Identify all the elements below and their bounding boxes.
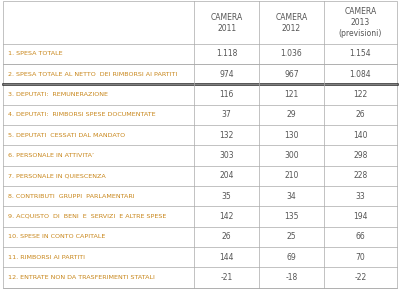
Text: 11. RIMBORSI AI PARTITI: 11. RIMBORSI AI PARTITI — [8, 255, 85, 260]
Text: 122: 122 — [353, 90, 368, 99]
Text: 1.154: 1.154 — [350, 49, 371, 58]
Text: 3. DEPUTATI:  REMUNERAZIONE: 3. DEPUTATI: REMUNERAZIONE — [8, 92, 108, 97]
Text: 194: 194 — [353, 212, 368, 221]
Text: 26: 26 — [356, 110, 365, 119]
Text: 974: 974 — [219, 70, 234, 79]
Text: 12. ENTRATE NON DA TRASFERIMENTI STATALI: 12. ENTRATE NON DA TRASFERIMENTI STATALI — [8, 275, 155, 280]
Text: 7. PERSONALE IN QUIESCENZA: 7. PERSONALE IN QUIESCENZA — [8, 173, 106, 178]
Text: 26: 26 — [222, 232, 231, 241]
Text: 29: 29 — [287, 110, 296, 119]
Text: -21: -21 — [220, 273, 233, 282]
Text: 210: 210 — [284, 171, 299, 180]
Text: CAMERA
2011: CAMERA 2011 — [210, 12, 243, 33]
Text: 69: 69 — [287, 253, 296, 262]
Text: CAMERA
2012: CAMERA 2012 — [275, 12, 308, 33]
Text: 298: 298 — [353, 151, 368, 160]
Text: 10. SPESE IN CONTO CAPITALE: 10. SPESE IN CONTO CAPITALE — [8, 234, 105, 239]
Text: 37: 37 — [222, 110, 232, 119]
Text: 135: 135 — [284, 212, 299, 221]
Text: -18: -18 — [285, 273, 298, 282]
Text: 300: 300 — [284, 151, 299, 160]
Text: 4. DEPUTATI:  RIMBORSI SPESE DOCUMENTATE: 4. DEPUTATI: RIMBORSI SPESE DOCUMENTATE — [8, 112, 156, 117]
Text: 5. DEPUTATI  CESSATI DAL MANDATO: 5. DEPUTATI CESSATI DAL MANDATO — [8, 133, 125, 138]
Text: 1.118: 1.118 — [216, 49, 237, 58]
Text: 8. CONTRIBUTI  GRUPPI  PARLAMENTARI: 8. CONTRIBUTI GRUPPI PARLAMENTARI — [8, 194, 135, 199]
Text: 1.084: 1.084 — [350, 70, 371, 79]
Text: 34: 34 — [287, 192, 296, 201]
Text: 144: 144 — [219, 253, 234, 262]
Text: 66: 66 — [356, 232, 365, 241]
Text: 70: 70 — [356, 253, 365, 262]
Text: 204: 204 — [219, 171, 234, 180]
Text: -22: -22 — [354, 273, 366, 282]
Text: 228: 228 — [353, 171, 368, 180]
Text: 1. SPESA TOTALE: 1. SPESA TOTALE — [8, 51, 63, 56]
Text: 116: 116 — [219, 90, 234, 99]
Text: 142: 142 — [219, 212, 234, 221]
Text: 303: 303 — [219, 151, 234, 160]
Text: 2. SPESA TOTALE AL NETTO  DEI RIMBORSI AI PARTITI: 2. SPESA TOTALE AL NETTO DEI RIMBORSI AI… — [8, 72, 177, 77]
Text: 967: 967 — [284, 70, 299, 79]
Text: CAMERA
2013
(previsioni): CAMERA 2013 (previsioni) — [339, 7, 382, 38]
Text: 25: 25 — [287, 232, 296, 241]
Text: 9. ACQUISTO  DI  BENI  E  SERVIZI  E ALTRE SPESE: 9. ACQUISTO DI BENI E SERVIZI E ALTRE SP… — [8, 214, 166, 219]
Text: 121: 121 — [284, 90, 299, 99]
Text: 1.036: 1.036 — [281, 49, 302, 58]
Text: 132: 132 — [219, 131, 234, 140]
Text: 140: 140 — [353, 131, 368, 140]
Text: 33: 33 — [356, 192, 365, 201]
Text: 130: 130 — [284, 131, 299, 140]
Text: 35: 35 — [222, 192, 232, 201]
Text: 6. PERSONALE IN ATTIVITA’: 6. PERSONALE IN ATTIVITA’ — [8, 153, 94, 158]
